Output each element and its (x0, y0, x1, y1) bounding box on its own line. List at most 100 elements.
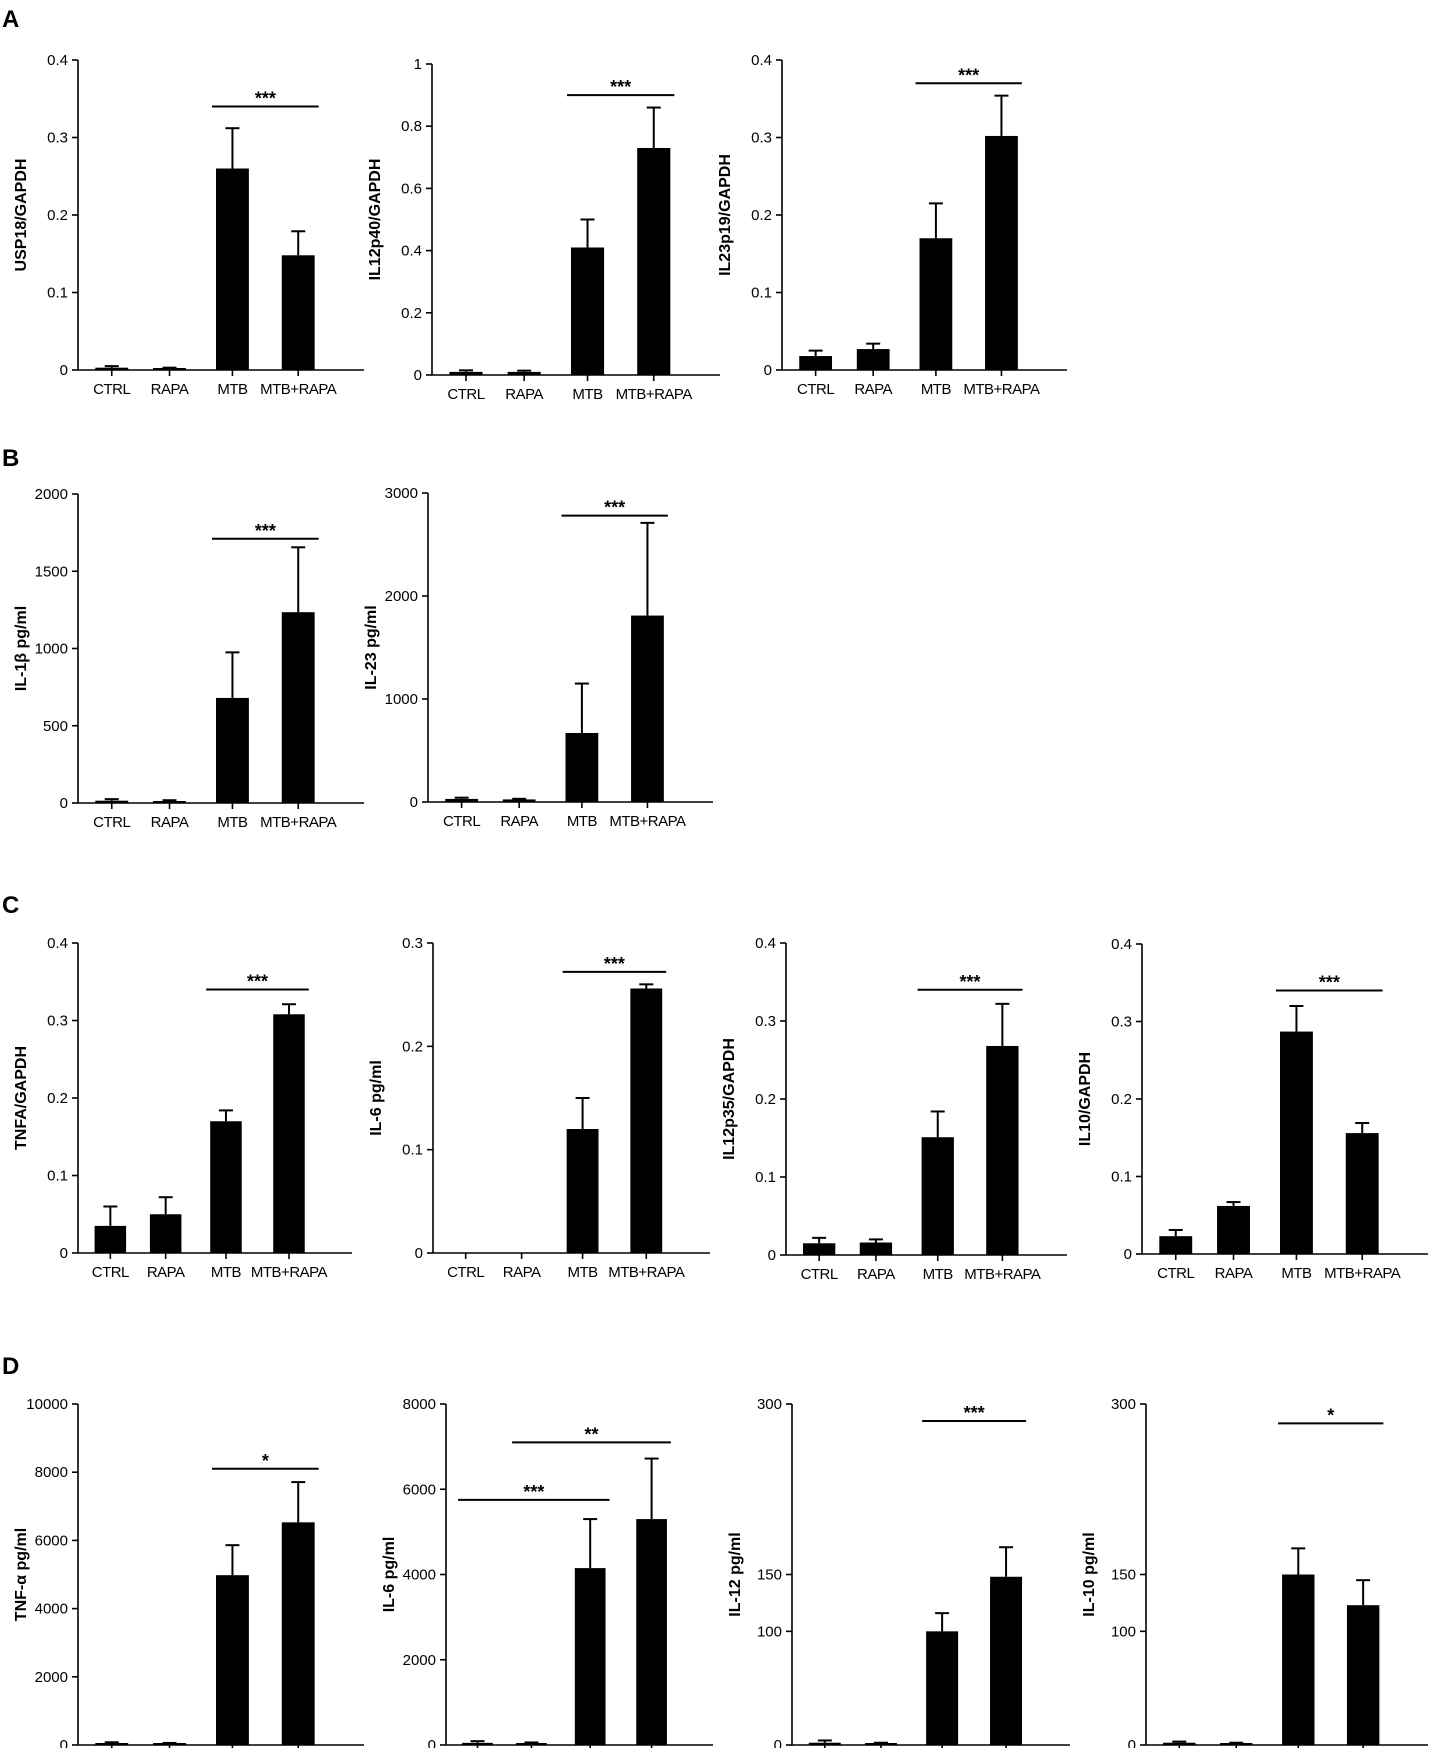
y-tick-label: 0.4 (751, 52, 772, 69)
significance-marker: *** (247, 972, 268, 992)
y-tick-label: 6000 (35, 1532, 68, 1549)
y-tick-label: 0 (764, 362, 772, 379)
y-axis-label: IL-1β pg/ml (13, 606, 30, 691)
category-label: CTRL (93, 381, 130, 398)
category-label: RAPA (500, 813, 538, 830)
y-tick-label: 8000 (35, 1464, 68, 1481)
y-tick-label: 0.2 (47, 207, 68, 224)
y-tick-label: 2000 (403, 1652, 436, 1669)
bar-mtb-rapa (631, 615, 664, 802)
significance-marker: *** (958, 65, 979, 85)
y-axis-label: IL-6 pg/ml (381, 1537, 398, 1613)
y-tick-label: 6000 (403, 1481, 436, 1498)
bar-ctrl (95, 367, 129, 370)
bar-mtb (210, 1121, 242, 1253)
y-tick-label: 0.8 (401, 118, 422, 135)
bar-rapa (149, 1214, 182, 1253)
bar-ctrl (94, 1225, 127, 1253)
y-axis-label: IL-23 pg/ml (363, 605, 380, 689)
bar-mtb-rapa (281, 612, 315, 803)
y-axis-label: IL10/GAPDH (1077, 1052, 1094, 1146)
category-label: MTB+RAPA (609, 813, 686, 830)
y-axis-label: IL23p19/GAPDH (717, 154, 734, 276)
bar-mtb-rapa (636, 1519, 667, 1745)
y-tick-label: 0.4 (1111, 936, 1132, 953)
significance-marker: * (262, 1451, 269, 1471)
bar-mtb-rapa (637, 147, 671, 375)
bar-rapa (153, 368, 186, 370)
category-label: CTRL (92, 1264, 129, 1281)
bar-mtb-rapa (985, 135, 1018, 370)
y-tick-label: 0.1 (402, 1142, 423, 1159)
category-label: MTB+RAPA (1324, 1265, 1401, 1282)
category-label: MTB (217, 381, 248, 398)
category-label: CTRL (801, 1266, 838, 1283)
category-label: RAPA (505, 386, 543, 403)
y-axis-label: IL-12 pg/ml (727, 1532, 744, 1616)
bar-mtb (215, 697, 249, 803)
bar-rapa (516, 1743, 547, 1745)
y-tick-label: 0.1 (1111, 1169, 1132, 1186)
y-tick-label: 1000 (35, 641, 68, 658)
category-label: RAPA (857, 1266, 895, 1283)
y-tick-label: 2000 (35, 1669, 68, 1686)
category-label: MTB+RAPA (251, 1264, 328, 1281)
category-label: MTB (217, 814, 248, 831)
chart-8: 0 0.1 0.2 0.3 0.4 IL12p35/GAPDH CTRL RAPA MTB MTB… (721, 935, 1067, 1283)
bar-mtb-rapa (630, 988, 663, 1253)
y-tick-label: 500 (43, 718, 68, 735)
y-tick-label: 0.4 (755, 935, 776, 952)
category-label: MTB (572, 386, 603, 403)
y-tick-label: 0 (60, 1245, 68, 1262)
bar-mtb-rapa (986, 1045, 1019, 1255)
y-tick-label: 0.1 (47, 285, 68, 302)
bar-mtb-rapa (281, 1522, 315, 1745)
category-label: CTRL (447, 386, 484, 403)
bar-mtb (1282, 1574, 1315, 1745)
chart-2: 0 0.2 0.4 0.6 0.8 1 IL12p40/GAPDH CTRL RAPA MTB MT… (367, 56, 720, 403)
y-axis-label: IL12p40/GAPDH (367, 159, 384, 281)
bar-mtb (574, 1568, 606, 1745)
bar-mtb-rapa (1346, 1605, 1380, 1745)
category-label: CTRL (1157, 1265, 1194, 1282)
y-tick-label: 0 (60, 1737, 68, 1748)
y-tick-label: 300 (757, 1396, 782, 1413)
y-tick-label: 4000 (35, 1601, 68, 1618)
bar-ctrl (808, 1742, 841, 1745)
y-tick-label: 0 (415, 1245, 423, 1262)
y-tick-label: 0.6 (401, 180, 422, 197)
y-tick-label: 0.2 (401, 305, 422, 322)
bar-mtb-rapa (990, 1576, 1023, 1745)
y-tick-label: 1000 (385, 691, 418, 708)
y-tick-label: 2000 (35, 486, 68, 503)
chart-4: 0 500 1000 1500 2000 IL-1β pg/ml CTRL RAPA MTB MT… (13, 486, 364, 831)
bar-mtb (566, 1129, 599, 1253)
bar-mtb (215, 168, 249, 370)
y-tick-label: 0.4 (401, 243, 422, 260)
charts-group: 0 0.1 0.2 0.3 0.4 USP18/GAPDH CTRL RAPA MTB MTB+R… (13, 52, 1428, 1748)
significance-marker: *** (960, 972, 981, 992)
category-label: MTB (211, 1264, 242, 1281)
y-tick-label: 3000 (385, 485, 418, 502)
chart-3: 0 0.1 0.2 0.3 0.4 IL23p19/GAPDH CTRL RAPA MTB MTB… (717, 52, 1067, 398)
significance-marker: *** (604, 954, 625, 974)
y-axis-label: IL12p35/GAPDH (721, 1038, 738, 1160)
category-label: MTB+RAPA (260, 814, 337, 831)
category-label: RAPA (147, 1264, 185, 1281)
y-tick-label: 0.2 (47, 1090, 68, 1107)
bar-rapa (153, 801, 186, 803)
y-tick-label: 0.2 (755, 1091, 776, 1108)
category-label: RAPA (151, 814, 189, 831)
y-tick-label: 0.3 (402, 935, 423, 952)
bar-ctrl (462, 1742, 493, 1745)
y-tick-label: 0.3 (755, 1013, 776, 1030)
y-tick-label: 1 (414, 56, 422, 73)
chart-9: 0 0.1 0.2 0.3 0.4 IL10/GAPDH CTRL RAPA MTB MTB+RA… (1077, 936, 1428, 1282)
y-tick-label: 2000 (385, 588, 418, 605)
category-label: RAPA (854, 381, 892, 398)
bar-rapa (864, 1743, 897, 1745)
y-tick-label: 10000 (26, 1396, 68, 1413)
y-tick-label: 100 (757, 1623, 782, 1640)
significance-marker: *** (964, 1403, 985, 1423)
